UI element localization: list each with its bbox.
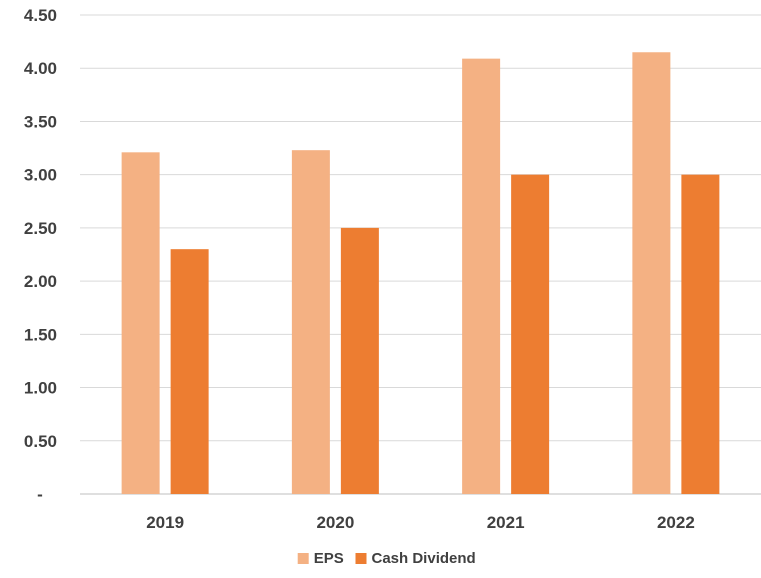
bar-cash-dividend-2020 xyxy=(340,227,379,494)
bar-cash-dividend-2021 xyxy=(511,174,550,494)
y-axis-tick-labels: - 0.50 1.00 1.50 2.00 2.50 3.00 3.50 4.00 4.50 xyxy=(24,6,57,504)
bar-eps-2022 xyxy=(632,52,671,494)
y-tick-label: 3.00 xyxy=(24,166,57,185)
x-tick-label: 2020 xyxy=(316,513,354,532)
bar-eps-2019 xyxy=(121,152,160,494)
y-tick-label: 4.00 xyxy=(24,59,57,78)
bar-cash-dividend-2022 xyxy=(681,174,720,494)
y-tick-label: 2.50 xyxy=(24,219,57,238)
y-tick-label: 2.00 xyxy=(24,272,57,291)
legend: EPS Cash Dividend xyxy=(297,550,476,567)
bar-eps-2020 xyxy=(291,150,330,494)
legend-swatch-eps xyxy=(297,553,309,564)
bar-eps-2021 xyxy=(462,58,501,495)
x-tick-label: 2019 xyxy=(146,513,184,532)
x-axis-tick-labels: 2019 2020 2021 2022 xyxy=(146,513,695,532)
legend-swatch-cash-dividend xyxy=(355,553,367,564)
legend-label: EPS xyxy=(314,550,344,567)
y-tick-label: 1.50 xyxy=(24,325,57,344)
legend-label: Cash Dividend xyxy=(372,550,476,567)
x-tick-label: 2022 xyxy=(657,513,695,532)
y-tick-label: - xyxy=(37,485,43,504)
bars xyxy=(121,52,720,495)
y-tick-label: 4.50 xyxy=(24,6,57,25)
y-tick-label: 1.00 xyxy=(24,379,57,398)
x-tick-label: 2021 xyxy=(487,513,525,532)
y-tick-label: 3.50 xyxy=(24,112,57,131)
bar-cash-dividend-2019 xyxy=(170,249,209,494)
y-tick-label: 0.50 xyxy=(24,432,57,451)
